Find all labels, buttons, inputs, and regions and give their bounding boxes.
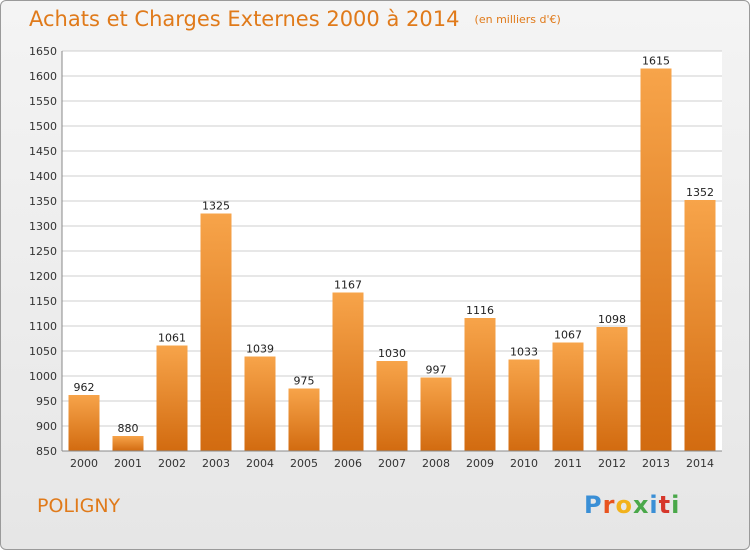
y-tick-label: 850 xyxy=(36,445,57,458)
bar-2004 xyxy=(244,356,276,451)
bar-2009 xyxy=(464,318,496,451)
x-tick-label: 2001 xyxy=(114,457,142,470)
value-label: 1039 xyxy=(246,343,274,356)
bar-2005 xyxy=(288,388,320,451)
logo-letter: t xyxy=(658,491,672,519)
x-tick-label: 2005 xyxy=(290,457,318,470)
chart-subtitle: (en milliers d'€) xyxy=(474,13,561,26)
value-label: 975 xyxy=(294,375,315,388)
x-tick-label: 2014 xyxy=(686,457,714,470)
y-tick-label: 1100 xyxy=(29,320,57,333)
y-tick-label: 1550 xyxy=(29,95,57,108)
y-tick-label: 1250 xyxy=(29,245,57,258)
logo-letter: o xyxy=(615,491,633,519)
y-tick-label: 1400 xyxy=(29,170,57,183)
x-tick-label: 2000 xyxy=(70,457,98,470)
bar-2013 xyxy=(640,68,672,451)
logo-letter: i xyxy=(671,491,681,519)
x-tick-label: 2002 xyxy=(158,457,186,470)
bar-2000 xyxy=(68,395,100,451)
bars xyxy=(68,68,716,451)
y-tick-label: 1200 xyxy=(29,270,57,283)
value-label: 1098 xyxy=(598,313,626,326)
value-label: 880 xyxy=(118,422,139,435)
y-tick-label: 1050 xyxy=(29,345,57,358)
x-tick-label: 2009 xyxy=(466,457,494,470)
x-tick-label: 2003 xyxy=(202,457,230,470)
x-tick-label: 2013 xyxy=(642,457,670,470)
logo-letter: x xyxy=(632,491,650,519)
bar-2003 xyxy=(200,213,232,451)
x-tick-label: 2006 xyxy=(334,457,362,470)
value-label: 1325 xyxy=(202,200,230,213)
bar-2006 xyxy=(332,292,364,451)
logo-letter: P xyxy=(584,491,603,519)
bar-2007 xyxy=(376,361,408,451)
bar-2008 xyxy=(420,377,452,451)
x-tick-label: 2004 xyxy=(246,457,274,470)
x-axis: 2000 2001 2002 2003 2004 2005 2006 2007 2008 2009… xyxy=(62,450,722,470)
bar-2010 xyxy=(508,359,540,451)
bar-2001 xyxy=(112,436,144,451)
bar-2002 xyxy=(156,345,188,451)
x-tick-label: 2008 xyxy=(422,457,450,470)
x-tick-label: 2011 xyxy=(554,457,582,470)
value-label: 1116 xyxy=(466,304,494,317)
bar-2012 xyxy=(596,327,628,451)
x-tick-label: 2012 xyxy=(598,457,626,470)
x-tick-label: 2010 xyxy=(510,457,538,470)
value-label: 1033 xyxy=(510,346,538,359)
value-label: 1061 xyxy=(158,332,186,345)
bar-2014 xyxy=(684,200,716,451)
y-axis: 850 900 950 1000 1050 1100 1150 1200 1250 1300 135… xyxy=(29,45,63,458)
y-tick-label: 1450 xyxy=(29,145,57,158)
y-tick-label: 1150 xyxy=(29,295,57,308)
value-label: 1167 xyxy=(334,279,362,292)
logo-letter: r xyxy=(602,491,616,519)
y-tick-label: 1600 xyxy=(29,70,57,83)
logo-letter: i xyxy=(649,491,659,519)
value-label: 1067 xyxy=(554,329,582,342)
value-label: 1030 xyxy=(378,347,406,360)
bar-2011 xyxy=(552,342,584,451)
y-tick-label: 900 xyxy=(36,420,57,433)
y-tick-label: 1300 xyxy=(29,220,57,233)
value-label: 1352 xyxy=(686,186,714,199)
value-labels: 962 880 1061 1325 1039 975 1167 1030 997 1116 1033… xyxy=(74,55,715,436)
x-tick-label: 2007 xyxy=(378,457,406,470)
y-tick-label: 1650 xyxy=(29,45,57,58)
y-tick-label: 950 xyxy=(36,395,57,408)
y-tick-label: 1500 xyxy=(29,120,57,133)
city-name: POLIGNY xyxy=(37,495,121,517)
value-label: 997 xyxy=(426,364,447,377)
chart-title: Achats et Charges Externes 2000 à 2014 xyxy=(29,7,460,31)
value-label: 1615 xyxy=(642,55,670,68)
y-tick-label: 1000 xyxy=(29,370,57,383)
title-block: Achats et Charges Externes 2000 à 2014 (… xyxy=(29,7,561,31)
proxiti-logo[interactable]: Proxiti xyxy=(584,491,680,519)
y-tick-label: 1350 xyxy=(29,195,57,208)
value-label: 962 xyxy=(74,381,95,394)
